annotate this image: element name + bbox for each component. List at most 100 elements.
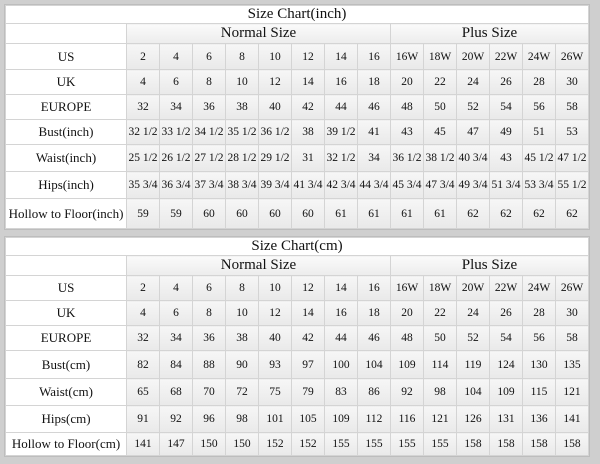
size-value-cell: 62 [456, 198, 490, 229]
size-value-cell: 16 [324, 300, 358, 326]
size-value-cell: 96 [192, 405, 226, 433]
size-value-cell: 36 1/2 [258, 119, 292, 145]
size-value-cell: 38 3/4 [225, 171, 259, 199]
size-value-cell: 22W [489, 275, 523, 301]
size-value-cell: 158 [522, 432, 556, 456]
size-value-cell: 14 [291, 300, 325, 326]
row-label: US [5, 275, 127, 301]
size-value-cell: 59 [126, 198, 160, 229]
size-value-cell: 48 [390, 325, 424, 351]
size-value-cell: 119 [456, 350, 490, 379]
size-value-cell: 28 1/2 [225, 144, 259, 172]
size-value-cell: 14 [324, 43, 358, 70]
size-value-cell: 8 [225, 275, 259, 301]
size-value-cell: 40 [258, 325, 292, 351]
size-value-cell: 52 [456, 94, 490, 120]
size-value-cell: 53 [555, 119, 589, 145]
size-value-cell: 104 [456, 378, 490, 406]
size-value-cell: 47 1/2 [555, 144, 589, 172]
size-value-cell: 62 [522, 198, 556, 229]
size-value-cell: 20W [456, 275, 490, 301]
size-value-cell: 141 [555, 405, 589, 433]
table-row: US 2 4 6 8 10 12 14 16 16W 18W 20W 22W 24W 26W [5, 43, 589, 70]
size-value-cell: 82 [126, 350, 160, 379]
size-value-cell: 54 [489, 94, 523, 120]
size-value-cell: 109 [324, 405, 358, 433]
size-value-cell: 25 1/2 [126, 144, 160, 172]
size-value-cell: 20W [456, 43, 490, 70]
size-value-cell: 61 [423, 198, 457, 229]
size-value-cell: 34 1/2 [192, 119, 226, 145]
size-value-cell: 58 [555, 94, 589, 120]
size-value-cell: 10 [258, 43, 292, 70]
size-value-cell: 38 [225, 94, 259, 120]
size-value-cell: 35 3/4 [126, 171, 160, 199]
size-value-cell: 152 [258, 432, 292, 456]
size-value-cell: 4 [126, 69, 160, 95]
size-value-cell: 62 [555, 198, 589, 229]
size-value-cell: 60 [225, 198, 259, 229]
size-value-cell: 131 [489, 405, 523, 433]
size-value-cell: 12 [291, 275, 325, 301]
size-value-cell: 101 [258, 405, 292, 433]
size-value-cell: 126 [456, 405, 490, 433]
size-value-cell: 34 [357, 144, 391, 172]
table-row: Hollow to Floor(inch) 59 59 60 60 60 60 61 61 61 6… [5, 198, 589, 229]
size-value-cell: 158 [555, 432, 589, 456]
size-value-cell: 18 [357, 300, 391, 326]
table-row: Bust(inch) 32 1/2 33 1/2 34 1/2 35 1/2 36 1/2… [5, 119, 589, 145]
size-value-cell: 53 3/4 [522, 171, 556, 199]
size-value-cell: 34 [159, 94, 193, 120]
size-value-cell: 31 [291, 144, 325, 172]
size-value-cell: 37 3/4 [192, 171, 226, 199]
size-value-cell: 79 [291, 378, 325, 406]
size-value-cell: 20 [390, 300, 424, 326]
size-value-cell: 8 [192, 300, 226, 326]
size-value-cell: 155 [423, 432, 457, 456]
size-value-cell: 83 [324, 378, 358, 406]
size-value-cell: 65 [126, 378, 160, 406]
size-value-cell: 147 [159, 432, 193, 456]
size-value-cell: 48 [390, 94, 424, 120]
size-value-cell: 84 [159, 350, 193, 379]
size-value-cell: 26 [489, 300, 523, 326]
size-value-cell: 22 [423, 69, 457, 95]
size-value-cell: 45 3/4 [390, 171, 424, 199]
size-value-cell: 115 [522, 378, 556, 406]
size-value-cell: 91 [126, 405, 160, 433]
size-value-cell: 30 [555, 300, 589, 326]
size-value-cell: 46 [357, 325, 391, 351]
size-value-cell: 8 [192, 69, 226, 95]
row-label: Waist(inch) [5, 144, 127, 172]
size-value-cell: 6 [159, 69, 193, 95]
size-table: Size Chart(inch) Normal Size Plus Size US 2 4… [5, 5, 589, 229]
size-value-cell: 130 [522, 350, 556, 379]
row-label: EUROPE [5, 325, 127, 351]
row-label: Bust(inch) [5, 119, 127, 145]
size-value-cell: 12 [291, 43, 325, 70]
size-value-cell: 34 [159, 325, 193, 351]
size-value-cell: 36 [192, 94, 226, 120]
size-value-cell: 58 [555, 325, 589, 351]
size-value-cell: 40 3/4 [456, 144, 490, 172]
size-value-cell: 47 [456, 119, 490, 145]
table-row: EUROPE 32 34 36 38 40 42 44 46 48 50 52 54 56 58 [5, 94, 589, 120]
size-value-cell: 55 1/2 [555, 171, 589, 199]
size-value-cell: 14 [291, 69, 325, 95]
size-value-cell: 20 [390, 69, 424, 95]
size-value-cell: 60 [192, 198, 226, 229]
size-value-cell: 26 1/2 [159, 144, 193, 172]
size-value-cell: 16 [324, 69, 358, 95]
row-label: Hips(inch) [5, 171, 127, 199]
size-value-cell: 98 [423, 378, 457, 406]
size-value-cell: 40 [258, 94, 292, 120]
size-value-cell: 26W [555, 275, 589, 301]
row-label: US [5, 43, 127, 70]
size-value-cell: 18 [357, 69, 391, 95]
size-value-cell: 2 [126, 275, 160, 301]
size-value-cell: 70 [192, 378, 226, 406]
size-value-cell: 75 [258, 378, 292, 406]
size-value-cell: 28 [522, 300, 556, 326]
size-value-cell: 16 [357, 43, 391, 70]
size-value-cell: 27 1/2 [192, 144, 226, 172]
